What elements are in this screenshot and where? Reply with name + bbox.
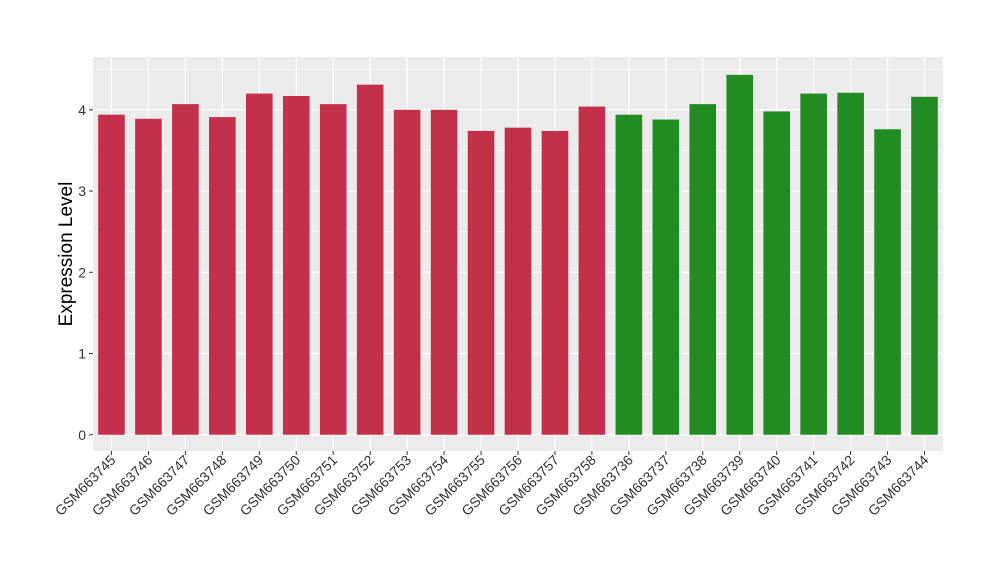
bar-gsm663758: [578, 106, 606, 435]
bar-gsm663742: [837, 92, 864, 435]
y-tick-label: 1: [78, 346, 86, 362]
y-tick-label: 0: [78, 427, 86, 443]
bar-gsm663753: [393, 109, 421, 435]
bar-gsm663740: [763, 111, 790, 435]
bar-gsm663751: [319, 104, 347, 435]
bar-gsm663746: [135, 118, 162, 435]
y-axis-title: Expression Level: [56, 182, 77, 327]
bar-gsm663737: [652, 119, 680, 435]
bar-gsm663741: [800, 93, 827, 435]
bar-gsm663743: [874, 129, 901, 435]
bar-gsm663750: [282, 95, 310, 435]
y-tick-label: 4: [78, 102, 86, 118]
bar-gsm663757: [541, 130, 569, 435]
bar-gsm663747: [172, 104, 199, 435]
x-axis: GSM663745GSM663746GSM663747GSM663748GSM6…: [52, 451, 932, 519]
bar-gsm663752: [356, 84, 384, 435]
y-tick-label: 2: [78, 264, 86, 280]
bar-gsm663756: [504, 127, 532, 435]
bar-gsm663745: [98, 114, 125, 435]
bar-gsm663738: [689, 104, 717, 435]
bar-gsm663736: [615, 114, 643, 435]
bar-gsm663748: [209, 117, 236, 435]
bar-gsm663739: [726, 74, 754, 435]
bar-gsm663755: [467, 130, 495, 435]
bar-gsm663744: [911, 96, 938, 435]
y-axis: 0 1 2 3 4: [78, 102, 93, 443]
bar-gsm663754: [430, 109, 458, 435]
bars: [98, 74, 938, 435]
y-tick-label: 3: [78, 183, 86, 199]
bar-gsm663749: [246, 93, 273, 435]
